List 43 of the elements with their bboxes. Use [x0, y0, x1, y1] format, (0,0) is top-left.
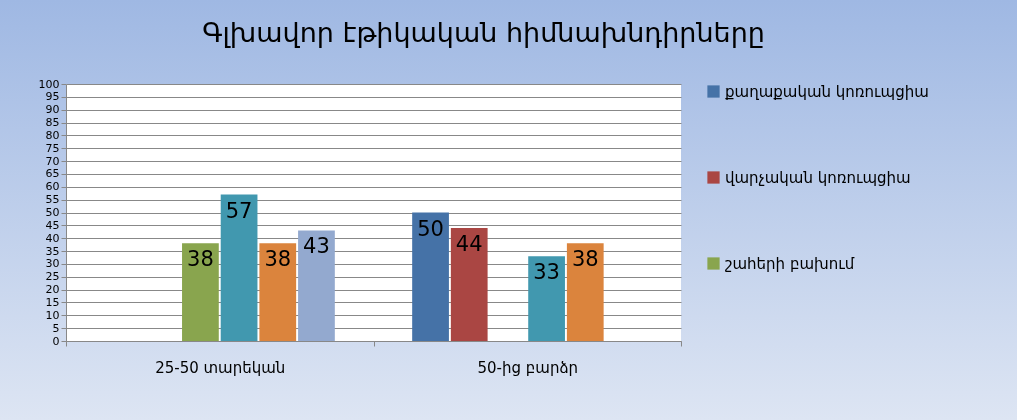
bar: [566, 243, 604, 341]
bar: [220, 194, 258, 341]
data-label: 38: [571, 247, 599, 272]
bar: [528, 256, 565, 341]
y-tick-label: 30: [45, 257, 60, 271]
bar: [298, 230, 335, 341]
data-label: 33: [533, 260, 560, 285]
bar: [182, 243, 219, 341]
y-tick-label: 75: [45, 141, 60, 155]
y-tick-label: 25: [45, 270, 60, 284]
y-tick-label: 70: [45, 154, 60, 168]
y-tick-label: 45: [45, 218, 60, 232]
legend-label: քաղաքական կոռուպցիա: [725, 82, 929, 101]
data-label: 57: [225, 198, 253, 223]
y-tick-label: 40: [45, 231, 60, 245]
y-tick-label: 10: [45, 308, 60, 322]
x-tick-label: 50-ից բարձր: [477, 358, 579, 377]
data-label: 38: [187, 247, 214, 272]
bar: [259, 243, 297, 341]
y-tick-label: 5: [52, 321, 60, 335]
y-tick-label: 15: [45, 295, 60, 309]
y-tick-label: 55: [45, 193, 60, 207]
y-tick-label: 80: [45, 128, 60, 142]
data-label: 50: [417, 216, 444, 241]
y-tick-label: 0: [52, 334, 60, 348]
bar: [450, 227, 488, 341]
y-tick-label: 100: [38, 77, 60, 91]
legend-label: վարչական կոռուպցիա: [725, 168, 911, 187]
data-label: 43: [303, 234, 330, 259]
y-tick-label: 35: [45, 244, 60, 258]
y-tick-label: 95: [45, 90, 60, 104]
chart-title: Գլխավոր էթիկական հիմնախնդիրները: [202, 17, 765, 48]
y-tick-label: 85: [45, 116, 60, 130]
x-tick-label: 25-50 տարեկան: [155, 358, 286, 377]
data-label: 38: [264, 247, 292, 272]
y-tick-label: 60: [45, 180, 60, 194]
y-tick-label: 20: [45, 283, 60, 297]
data-label: 44: [455, 231, 483, 256]
bar: [412, 212, 449, 341]
y-tick-label: 90: [45, 103, 60, 117]
legend-label: շահերի բախում: [725, 254, 855, 273]
y-tick-label: 65: [45, 167, 60, 181]
y-tick-label: 50: [45, 206, 60, 219]
